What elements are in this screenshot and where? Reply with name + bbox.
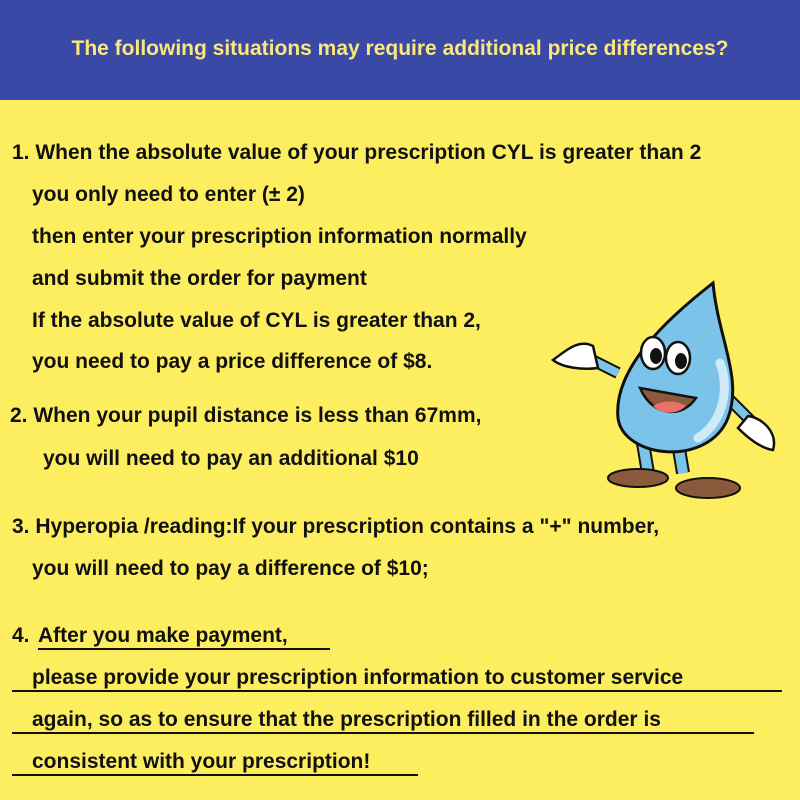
item-4-line: please provide your prescription informa…: [32, 666, 684, 689]
item-4-line: again, so as to ensure that the prescrip…: [32, 708, 661, 731]
item-4-number: 4.: [12, 624, 30, 647]
item-1-line: then enter your prescription information…: [32, 225, 527, 248]
item-2-line: 2. When your pupil distance is less than…: [10, 404, 482, 427]
header-banner: The following situations may require add…: [0, 0, 800, 100]
underline: [38, 648, 330, 650]
item-1-line: you need to pay a price difference of $8…: [32, 350, 433, 373]
header-title: The following situations may require add…: [71, 37, 729, 60]
underline: [12, 732, 754, 734]
item-3-line: you will need to pay a difference of $10…: [32, 557, 429, 580]
underline: [12, 690, 782, 692]
item-1-line: If the absolute value of CYL is greater …: [32, 309, 481, 332]
water-drop-mascot-icon: [550, 280, 776, 499]
item-2-line: you will need to pay an additional $10: [43, 447, 419, 470]
item-4-line: After you make payment,: [38, 624, 288, 647]
item-1-line: you only need to enter (± 2): [32, 183, 305, 206]
item-1-line: and submit the order for payment: [32, 267, 367, 290]
item-1-line: 1. When the absolute value of your presc…: [12, 141, 702, 164]
item-4-line: consistent with your prescription!: [32, 750, 371, 773]
item-3-line: 3. Hyperopia /reading:If your prescripti…: [12, 515, 660, 538]
underline: [12, 774, 418, 776]
